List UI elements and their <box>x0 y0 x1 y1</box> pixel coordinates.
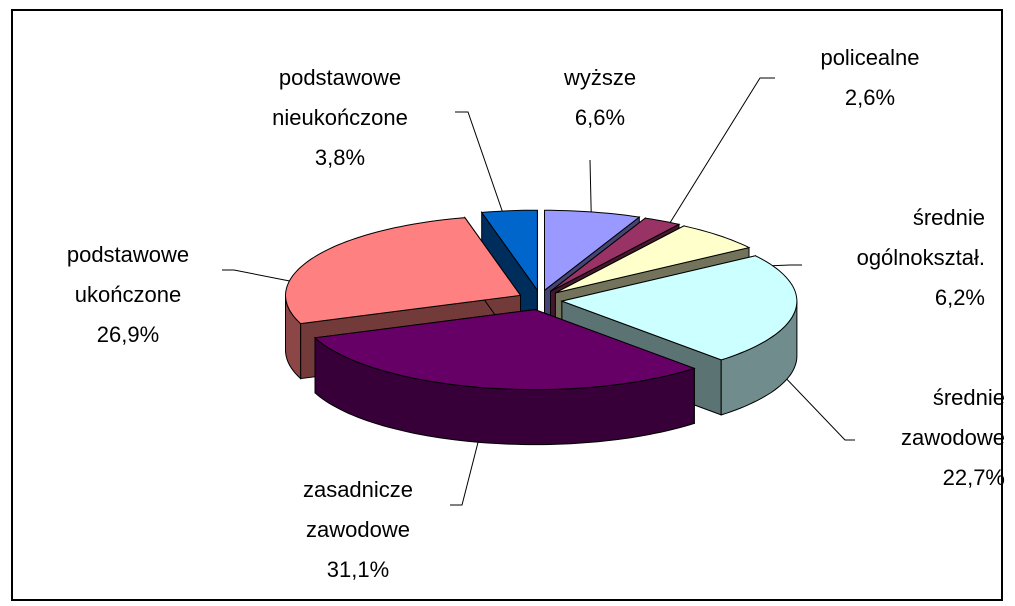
slice <box>313 309 696 391</box>
value-label: 26,9% <box>96 322 160 347</box>
slice-label: zasadnicze zawodowe 31,1% <box>258 470 458 590</box>
value-label: 31,1% <box>326 557 390 582</box>
category-label: średnie zawodowe <box>901 385 1005 450</box>
leader-line <box>450 414 486 506</box>
leader-line <box>779 371 855 441</box>
slice-label: podstawowe nieukończone 3,8% <box>240 58 440 178</box>
slice <box>555 225 751 294</box>
leader-line <box>222 269 311 286</box>
category-label: wyższe <box>563 65 637 90</box>
leader-lines <box>222 77 855 506</box>
category-label: podstawowe ukończone <box>66 242 190 307</box>
slice-label: średnie ogólnokształ. 6,2% <box>785 198 985 318</box>
slice <box>313 308 696 446</box>
slice-label: policealne 2,6% <box>790 38 950 118</box>
category-label: średnie ogólnokształ. <box>856 205 985 270</box>
category-label: podstawowe nieukończone <box>272 65 408 130</box>
slice <box>550 217 681 292</box>
slice <box>544 209 641 292</box>
category-label: policealne <box>820 45 920 70</box>
slice <box>480 209 538 292</box>
slice-label: średnie zawodowe 22,7% <box>835 378 1005 498</box>
value-label: 2,6% <box>844 85 896 110</box>
leader-line <box>649 77 775 256</box>
leader-line <box>455 111 516 249</box>
category-label: zasadnicze zawodowe <box>302 477 414 542</box>
value-label: 3,8% <box>314 145 366 170</box>
value-label: 6,6% <box>574 105 626 130</box>
slice-label: wyższe 6,6% <box>520 58 680 138</box>
slice <box>560 255 798 361</box>
slice <box>284 217 522 325</box>
slice-label: podstawowe ukończone 26,9% <box>28 235 228 355</box>
value-label: 6,2% <box>934 285 985 310</box>
value-label: 22,7% <box>942 465 1005 490</box>
